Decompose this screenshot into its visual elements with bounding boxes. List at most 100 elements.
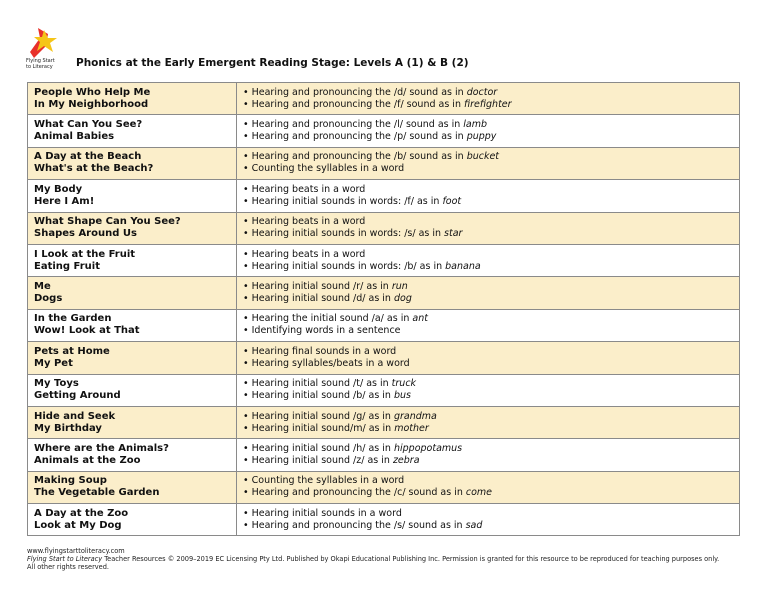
skill-text: • Hearing and pronouncing the /s/ sound … xyxy=(243,519,466,531)
book-title: My Toys xyxy=(34,378,79,390)
skill-item: • Hearing initial sound /d/ as in dog xyxy=(243,293,733,305)
table-row: People Who Help Me In My Neighborhood • He… xyxy=(27,81,740,116)
skill-text: • Hearing and pronouncing the /b/ sound … xyxy=(243,151,467,163)
skill-text: • Hearing beats in a word xyxy=(243,183,366,195)
skill-item: • Hearing and pronouncing the /c/ sound … xyxy=(243,487,733,499)
skill-example: sad xyxy=(465,519,483,531)
book-titles: A Day at the Beach What's at the Beach? xyxy=(27,146,237,181)
page-title: Phonics at the Early Emergent Reading St… xyxy=(76,57,469,69)
book-titles: Making Soup The Vegetable Garden xyxy=(27,470,237,505)
skill-text: • Hearing initial sound /z/ as in xyxy=(243,454,393,466)
skill-example: truck xyxy=(391,378,417,390)
book-titles: Me Dogs xyxy=(27,276,237,310)
skill-text: • Counting the syllables in a word xyxy=(243,475,405,487)
footer-rights: All other rights reserved. xyxy=(27,563,110,571)
skill-item: • Hearing beats in a word xyxy=(243,184,733,196)
skill-text: • Identifying words in a sentence xyxy=(243,325,401,337)
skill-text: • Hearing initial sound /t/ as in xyxy=(243,378,392,390)
flying-start-logo xyxy=(30,28,57,58)
skill-example: puppy xyxy=(466,131,497,143)
footer-brand: Flying Start to Literacy xyxy=(27,555,103,563)
phonics-skills: • Hearing initial sound /h/ as in hippop… xyxy=(236,438,740,472)
skill-example: bus xyxy=(393,390,411,402)
phonics-skills: • Hearing and pronouncing the /d/ sound … xyxy=(236,81,740,116)
book-title: Wow! Look at That xyxy=(34,325,140,337)
book-title: Look at My Dog xyxy=(34,519,122,531)
skill-text: • Hearing final sounds in a word xyxy=(243,345,397,357)
book-titles: My Body Here I Am! xyxy=(27,179,237,213)
book-title: My Body xyxy=(34,183,83,195)
skill-text: • Hearing and pronouncing the /d/ sound … xyxy=(243,86,467,98)
book-title: What Can You See? xyxy=(34,119,143,131)
skill-item: • Hearing syllables/beats in a word xyxy=(243,358,733,370)
table-row: Making Soup The Vegetable Garden • Countin… xyxy=(27,470,740,505)
skill-text: • Hearing initial sound/m/ as in xyxy=(243,422,395,434)
skill-example: bucket xyxy=(466,151,500,163)
table-row: I Look at the Fruit Eating Fruit • Hearing… xyxy=(27,243,740,278)
skill-item: • Hearing beats in a word xyxy=(243,249,733,261)
table-row: Where are the Animals? Animals at the Zoo… xyxy=(27,438,740,472)
skill-example: doctor xyxy=(466,86,498,98)
book-title: What's at the Beach? xyxy=(34,163,154,175)
table-row: Pets at Home My Pet • Hearing final sounds… xyxy=(27,341,740,375)
book-titles: What Can You See? Animal Babies xyxy=(27,114,237,148)
skill-text: • Hearing beats in a word xyxy=(243,248,366,260)
skill-item: • Hearing initial sound /r/ as in run xyxy=(243,281,733,293)
skill-text: • Counting the syllables in a word xyxy=(243,163,405,175)
skill-example: foot xyxy=(442,195,462,207)
book-title: What Shape Can You See? xyxy=(34,216,181,228)
skill-text: • Hearing the initial sound /a/ as in xyxy=(243,313,413,325)
book-title: Shapes Around Us xyxy=(34,228,137,240)
skill-item: • Hearing initial sound /g/ as in grandm… xyxy=(243,411,733,423)
skill-text: • Hearing initial sounds in words: /s/ a… xyxy=(243,228,445,240)
book-title: Animals at the Zoo xyxy=(34,454,141,466)
table-row: A Day at the Beach What's at the Beach? • … xyxy=(27,146,740,181)
skill-item: • Hearing beats in a word xyxy=(243,216,733,228)
book-titles: Pets at Home My Pet xyxy=(27,341,237,375)
footer: www.flyingstarttoliteracy.com Flying Sta… xyxy=(27,547,719,571)
skill-example: lamb xyxy=(463,119,488,131)
phonics-skills: • Hearing final sounds in a word • Hearin… xyxy=(236,341,740,375)
logo-text: Flying Start to Literacy xyxy=(26,58,55,70)
skill-item: • Hearing initial sounds in words: /f/ a… xyxy=(243,196,733,208)
skill-text: • Hearing syllables/beats in a word xyxy=(243,357,410,369)
book-title: People Who Help Me xyxy=(34,86,151,98)
book-title: In the Garden xyxy=(34,313,112,325)
book-title: Animal Babies xyxy=(34,131,115,143)
book-title: A Day at the Zoo xyxy=(34,507,129,519)
skill-text: • Hearing initial sound /b/ as in xyxy=(243,390,394,402)
skill-text: • Hearing initial sound /r/ as in xyxy=(243,281,392,293)
skill-example: run xyxy=(391,281,408,293)
book-title: The Vegetable Garden xyxy=(34,487,160,499)
book-title: Eating Fruit xyxy=(34,260,100,272)
book-title: Making Soup xyxy=(34,475,107,487)
skill-item: • Counting the syllables in a word xyxy=(243,163,733,175)
skill-example: banana xyxy=(445,260,481,272)
phonics-skills: • Hearing beats in a word • Hearing initi… xyxy=(236,211,740,245)
skill-example: ant xyxy=(412,313,428,325)
skill-item: • Hearing final sounds in a word xyxy=(243,346,733,358)
table-row: In the Garden Wow! Look at That • Hearing … xyxy=(27,308,740,343)
book-title: Me xyxy=(34,281,51,293)
book-title: Hide and Seek xyxy=(34,410,116,422)
book-title: Getting Around xyxy=(34,390,121,402)
phonics-skills: • Hearing beats in a word • Hearing initi… xyxy=(236,179,740,213)
skill-item: • Hearing initial sound /t/ as in truck xyxy=(243,378,733,390)
book-titles: My Toys Getting Around xyxy=(27,373,237,407)
book-title: In My Neighborhood xyxy=(34,98,149,110)
skill-item: • Hearing and pronouncing the /f/ sound … xyxy=(243,99,733,111)
phonics-table: People Who Help Me In My Neighborhood • He… xyxy=(27,81,740,537)
book-title: Dogs xyxy=(34,293,63,305)
phonics-skills: • Hearing initial sound /t/ as in truck •… xyxy=(236,373,740,407)
skill-text: • Hearing and pronouncing the /c/ sound … xyxy=(243,487,466,499)
skill-item: • Counting the syllables in a word xyxy=(243,475,733,487)
table-row: Me Dogs • Hearing initial sound /r/ as in … xyxy=(27,276,740,310)
skill-item: • Identifying words in a sentence xyxy=(243,325,733,337)
table-row: What Can You See? Animal Babies • Hearing … xyxy=(27,114,740,148)
book-title: Where are the Animals? xyxy=(34,442,169,454)
skill-item: • Hearing initial sound /z/ as in zebra xyxy=(243,455,733,467)
skill-item: • Hearing initial sounds in words: /s/ a… xyxy=(243,228,733,240)
book-titles: In the Garden Wow! Look at That xyxy=(27,308,237,343)
skill-text: • Hearing beats in a word xyxy=(243,216,366,228)
skill-item: • Hearing initial sound /h/ as in hippop… xyxy=(243,443,733,455)
